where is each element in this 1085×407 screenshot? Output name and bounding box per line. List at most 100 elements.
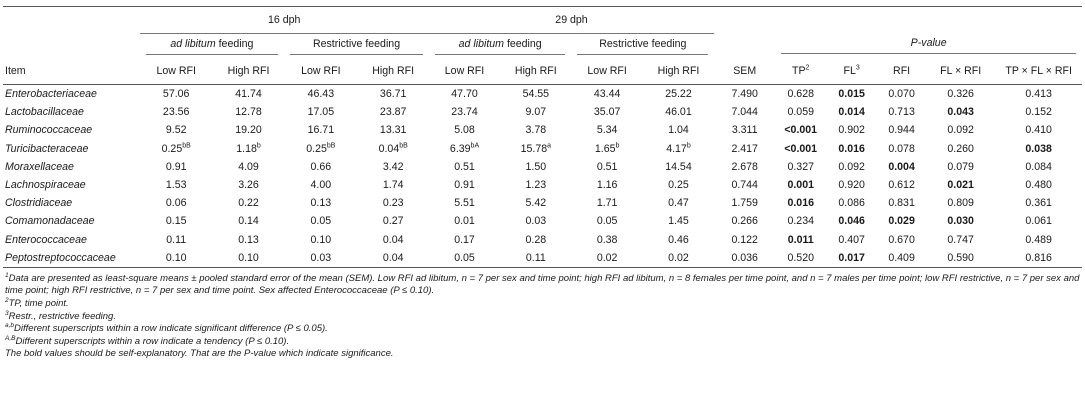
p-value-cell: <0.001	[784, 124, 818, 137]
mean-value-cell: 3.42	[382, 160, 404, 173]
mean-value-cell: 54.55	[522, 88, 550, 101]
p-value-cell: 0.944	[888, 124, 915, 137]
mean-value-cell: 0.23	[382, 197, 404, 210]
feeding-restrictive-16: Restrictive feeding	[284, 34, 429, 59]
mean-value-cell: 0.51	[454, 160, 475, 173]
mean-value-cell: 43.44	[593, 88, 621, 101]
mean-value-cell: 0.05	[596, 215, 618, 228]
footnote-superscript-ab: a,bDifferent superscripts within a row i…	[5, 322, 328, 335]
footnote-superscript-AB: A,BDifferent superscripts within a row i…	[5, 334, 290, 347]
mean-value-cell: 0.01	[454, 215, 475, 228]
p-value-cell: 0.902	[838, 124, 865, 137]
mean-value-cell: 0.27	[382, 215, 404, 228]
p-value-cell: 0.152	[1025, 106, 1052, 119]
mean-value-cell: 0.13	[238, 233, 259, 246]
table-row: Turicibacteraceae 0.25bB 1.18b 0.25bB 0.04bB…	[3, 140, 1082, 158]
p-value-cell: 0.017	[826, 248, 878, 268]
p-value-cell: 0.092	[838, 160, 865, 173]
sem-value-cell: 0.122	[731, 233, 758, 246]
footnote-1: 1Data are presented as least-square mean…	[5, 271, 1080, 297]
feeding-ad-libitum-29: ad libitum feeding	[429, 34, 572, 59]
mean-value-cell: 9.07	[525, 106, 547, 119]
sem-value-cell: 7.044	[731, 106, 758, 119]
mean-value-cell: 4.09	[238, 160, 259, 173]
p-value-cell: 0.084	[1025, 160, 1052, 173]
row-item-name: Comamonadaceae	[5, 215, 95, 228]
mean-value-cell: 0.05	[310, 215, 332, 228]
mean-value-cell: 1.71	[596, 197, 618, 210]
mean-value-cell: 0.91	[165, 160, 187, 173]
sem-value-cell: 7.490	[731, 88, 758, 101]
mean-value-cell: 46.01	[665, 106, 692, 119]
p-value-cell: 0.234	[787, 215, 814, 228]
column-low-rfi: Low RFI	[284, 58, 358, 85]
column-high-rfi: High RFI	[642, 58, 715, 85]
sem-value-cell: 1.759	[731, 197, 758, 210]
p-value-cell: 0.038	[1025, 142, 1052, 155]
group-16dph: 16 dph	[139, 6, 429, 34]
mean-value-cell: 0.25bB	[306, 142, 336, 155]
mean-value-cell: 0.05	[428, 248, 501, 268]
column-sem: SEM	[714, 58, 776, 85]
p-value-cell: 0.011	[787, 233, 814, 246]
p-value-cell: 0.086	[838, 197, 865, 210]
mean-value-cell: 5.42	[525, 197, 547, 210]
mean-value-cell: 5.51	[454, 197, 475, 210]
column-low-rfi: Low RFI	[571, 58, 643, 85]
row-item-name: Peptostreptococcaceae	[3, 248, 140, 268]
p-value-cell: 0.092	[947, 124, 974, 137]
mean-value-cell: 0.03	[525, 215, 547, 228]
row-item-name: Ruminococcaceae	[5, 124, 93, 137]
mean-value-cell: 0.02	[642, 248, 715, 268]
column-high-rfi: High RFI	[500, 58, 572, 85]
table-row: Lactobacillaceae 23.56 12.78 17.05 23.87 23.7…	[3, 103, 1082, 121]
mean-value-cell: 1.50	[525, 160, 547, 173]
row-item-name: Enterobacteriaceae	[5, 88, 97, 101]
mean-value-cell: 0.11	[500, 248, 572, 268]
table-footnotes: 1Data are presented as least-square mean…	[5, 271, 1085, 361]
mean-value-cell: 0.66	[310, 160, 332, 173]
p-value-cell: 0.413	[1025, 88, 1052, 101]
p-value-cell: 0.612	[888, 179, 915, 192]
mean-value-cell: 0.22	[238, 197, 259, 210]
mean-value-cell: 0.11	[166, 233, 187, 246]
mean-value-cell: 1.74	[382, 179, 404, 192]
p-value-cell: 0.070	[888, 88, 915, 101]
mean-value-cell: 0.06	[165, 197, 187, 210]
p-value-cell: 0.628	[787, 88, 814, 101]
sem-value-cell: 0.036	[714, 248, 776, 268]
column-tp-x-fl-x-rfi: TP × FL × RFI	[995, 58, 1082, 85]
mean-value-cell: 0.04bB	[378, 142, 408, 155]
mean-value-cell: 0.03	[284, 248, 358, 268]
mean-value-cell: 0.47	[668, 197, 689, 210]
mean-value-cell: 23.74	[451, 106, 478, 119]
p-value-cell: 0.029	[888, 215, 915, 228]
mean-value-cell: 9.52	[165, 124, 187, 137]
mean-value-cell: 0.17	[454, 233, 475, 246]
mean-value-cell: 1.18b	[236, 142, 261, 155]
p-value-cell: 0.004	[888, 160, 915, 173]
p-value-cell: 0.831	[888, 197, 915, 210]
row-item-name: Clostridiaceae	[5, 197, 73, 210]
pvalue-group: P-value	[775, 34, 1082, 59]
mean-value-cell: 3.26	[238, 179, 259, 192]
mean-value-cell: 57.06	[162, 88, 190, 101]
p-value-cell: 0.920	[838, 179, 865, 192]
mean-value-cell: 0.10	[139, 248, 213, 268]
p-value-cell: 0.260	[947, 142, 974, 155]
significance-superscript: bB	[326, 142, 336, 150]
significance-superscript: bA	[470, 142, 480, 150]
p-value-cell: 0.061	[1025, 215, 1052, 228]
mean-value-cell: 0.10	[212, 248, 285, 268]
mean-value-cell: 25.22	[665, 88, 692, 101]
mean-value-cell: 12.78	[235, 106, 262, 119]
header-row-columns: Item Low RFI High RFI Low RFI High RFI L…	[3, 58, 1082, 85]
mean-value-cell: 1.16	[596, 179, 618, 192]
sem-value-cell: 2.678	[731, 160, 758, 173]
mean-value-cell: 5.08	[454, 124, 475, 137]
mean-value-cell: 23.56	[162, 106, 190, 119]
mean-value-cell: 23.87	[379, 106, 407, 119]
mean-value-cell: 5.34	[596, 124, 618, 137]
mean-value-cell: 19.20	[235, 124, 262, 137]
p-value-cell: 0.809	[947, 197, 974, 210]
